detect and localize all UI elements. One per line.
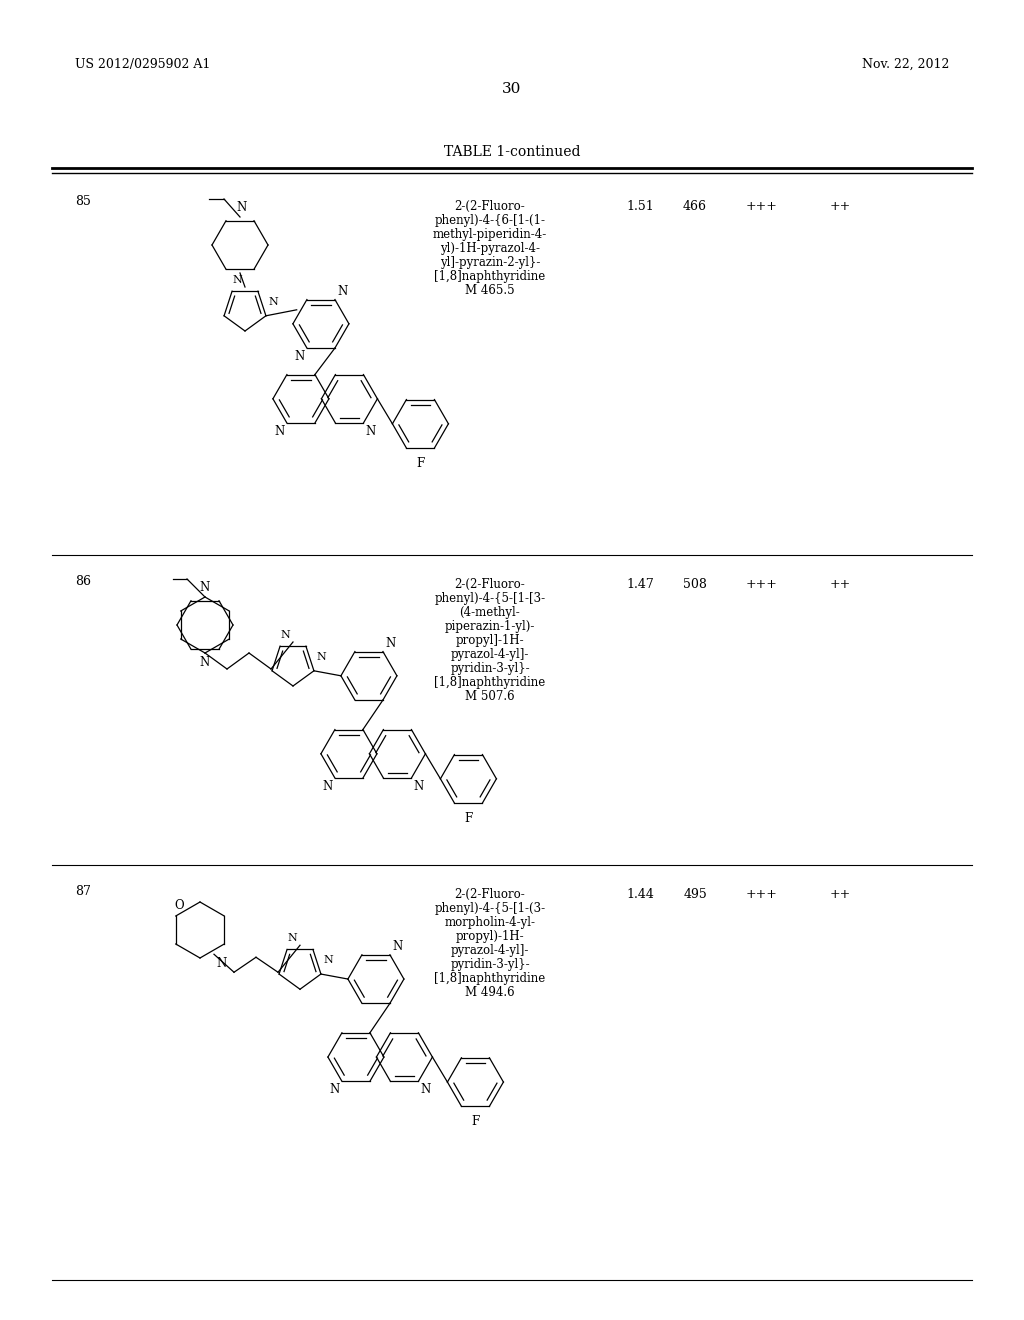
Text: 86: 86 [75, 576, 91, 587]
Text: (4-methyl-: (4-methyl- [460, 606, 520, 619]
Text: yl)-1H-pyrazol-4-: yl)-1H-pyrazol-4- [440, 242, 540, 255]
Text: TABLE 1-continued: TABLE 1-continued [443, 145, 581, 158]
Text: piperazin-1-yl)-: piperazin-1-yl)- [444, 620, 536, 634]
Text: M 465.5: M 465.5 [465, 284, 515, 297]
Text: N: N [232, 275, 242, 285]
Text: N: N [414, 780, 424, 793]
Text: F: F [471, 1115, 479, 1129]
Text: N: N [366, 425, 376, 438]
Text: ++: ++ [829, 578, 851, 591]
Text: yl]-pyrazin-2-yl}-: yl]-pyrazin-2-yl}- [440, 256, 541, 269]
Text: N: N [281, 630, 290, 640]
Text: M 507.6: M 507.6 [465, 690, 515, 704]
Text: pyrazol-4-yl]-: pyrazol-4-yl]- [451, 944, 529, 957]
Text: 2-(2-Fluoro-: 2-(2-Fluoro- [455, 201, 525, 213]
Text: N: N [288, 933, 297, 944]
Text: 2-(2-Fluoro-: 2-(2-Fluoro- [455, 578, 525, 591]
Text: N: N [392, 940, 402, 953]
Text: phenyl)-4-{5-[1-(3-: phenyl)-4-{5-[1-(3- [434, 902, 546, 915]
Text: 87: 87 [75, 884, 91, 898]
Text: 1.51: 1.51 [626, 201, 654, 213]
Text: N: N [237, 201, 247, 214]
Text: N: N [269, 297, 279, 308]
Text: +++: +++ [746, 201, 778, 213]
Text: 495: 495 [683, 888, 707, 902]
Text: O: O [174, 899, 184, 912]
Text: N: N [316, 652, 327, 663]
Text: F: F [464, 812, 472, 825]
Text: N: N [200, 581, 210, 594]
Text: 1.47: 1.47 [626, 578, 654, 591]
Text: pyridin-3-yl}-: pyridin-3-yl}- [451, 663, 529, 675]
Text: F: F [417, 457, 425, 470]
Text: N: N [323, 780, 333, 793]
Text: methyl-piperidin-4-: methyl-piperidin-4- [433, 228, 547, 242]
Text: ++: ++ [829, 888, 851, 902]
Text: N: N [216, 957, 226, 970]
Text: pyrazol-4-yl]-: pyrazol-4-yl]- [451, 648, 529, 661]
Text: [1,8]naphthyridine: [1,8]naphthyridine [434, 972, 546, 985]
Text: 466: 466 [683, 201, 707, 213]
Text: US 2012/0295902 A1: US 2012/0295902 A1 [75, 58, 210, 71]
Text: [1,8]naphthyridine: [1,8]naphthyridine [434, 676, 546, 689]
Text: phenyl)-4-{6-[1-(1-: phenyl)-4-{6-[1-(1- [434, 214, 546, 227]
Text: N: N [421, 1084, 431, 1097]
Text: propyl)-1H-: propyl)-1H- [456, 931, 524, 942]
Text: 2-(2-Fluoro-: 2-(2-Fluoro- [455, 888, 525, 902]
Text: N: N [337, 285, 347, 297]
Text: N: N [200, 656, 210, 669]
Text: N: N [324, 956, 334, 965]
Text: morpholin-4-yl-: morpholin-4-yl- [444, 916, 536, 929]
Text: N: N [295, 350, 305, 363]
Text: N: N [385, 636, 395, 649]
Text: 30: 30 [503, 82, 521, 96]
Text: 508: 508 [683, 578, 707, 591]
Text: Nov. 22, 2012: Nov. 22, 2012 [861, 58, 949, 71]
Text: N: N [274, 425, 285, 438]
Text: M 494.6: M 494.6 [465, 986, 515, 999]
Text: +++: +++ [746, 888, 778, 902]
Text: N: N [330, 1084, 340, 1097]
Text: pyridin-3-yl}-: pyridin-3-yl}- [451, 958, 529, 972]
Text: 85: 85 [75, 195, 91, 209]
Text: 1.44: 1.44 [626, 888, 654, 902]
Text: [1,8]naphthyridine: [1,8]naphthyridine [434, 271, 546, 282]
Text: ++: ++ [829, 201, 851, 213]
Text: phenyl)-4-{5-[1-[3-: phenyl)-4-{5-[1-[3- [434, 591, 546, 605]
Text: propyl]-1H-: propyl]-1H- [456, 634, 524, 647]
Text: +++: +++ [746, 578, 778, 591]
